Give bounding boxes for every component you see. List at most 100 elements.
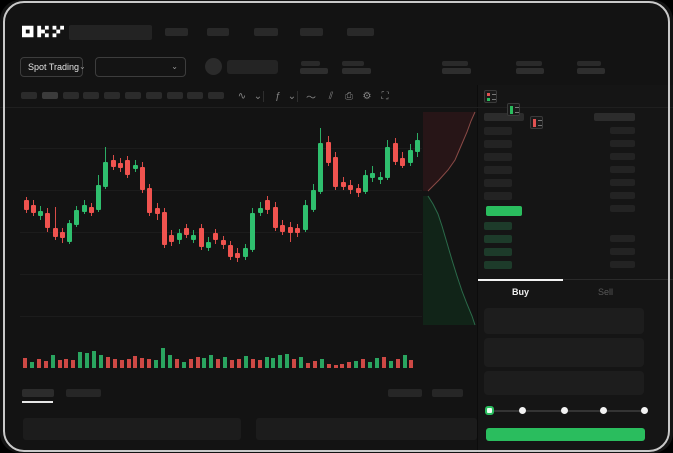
volume-bar: [154, 360, 158, 368]
volume-bar: [258, 360, 262, 368]
volume-bar: [299, 357, 303, 368]
buy-submit-button[interactable]: [486, 428, 645, 441]
nav-item-bar[interactable]: [347, 28, 374, 36]
settings-icon[interactable]: ⚙: [362, 90, 372, 102]
orderbook-view-both-icon[interactable]: [484, 90, 497, 103]
slider-stop-dot[interactable]: [600, 407, 607, 414]
volume-bar: [202, 358, 206, 368]
camera-icon[interactable]: ⎙: [345, 90, 353, 102]
ask-amount-bar: [610, 140, 635, 147]
volume-bar: [396, 359, 400, 368]
volume-bar: [120, 360, 124, 368]
candle-body: [295, 228, 300, 233]
volume-bar: [71, 360, 75, 368]
candle-body: [45, 213, 50, 228]
logo-adjacent-bar: [69, 25, 152, 40]
candle-body: [206, 242, 211, 248]
volume-bar: [271, 358, 275, 368]
volume-bar: [51, 355, 55, 368]
candle-body: [82, 205, 87, 212]
pair-selector[interactable]: ⌄: [95, 57, 186, 77]
candle-body: [147, 188, 152, 213]
ask-price-bar: [484, 153, 512, 161]
candle-body: [228, 245, 233, 257]
toolbar-bottom-divider: [0, 107, 673, 108]
panel-divider-vertical: [477, 85, 478, 453]
candle-body: [199, 228, 204, 247]
bottom-right-bar[interactable]: [432, 389, 463, 397]
candle-body: [303, 205, 308, 230]
timeframe-button[interactable]: [83, 92, 99, 99]
volume-bar: [85, 353, 89, 368]
candle-body: [400, 158, 405, 166]
bottom-right-bar[interactable]: [388, 389, 422, 397]
fullscreen-icon[interactable]: ⛶: [381, 90, 389, 102]
candle-body: [415, 140, 420, 152]
slider-stop-dot[interactable]: [561, 407, 568, 414]
orders-tab-bar[interactable]: [66, 389, 101, 397]
volume-bar: [30, 362, 34, 368]
volume-bar: [285, 354, 289, 368]
stat-value-bar: [342, 68, 371, 74]
positions-tab-bar[interactable]: [22, 389, 54, 397]
order-amount-field[interactable]: [484, 338, 644, 367]
chart-gridline: [20, 316, 422, 317]
volume-bar: [113, 359, 117, 368]
timeframe-button[interactable]: [208, 92, 224, 99]
nav-item-bar[interactable]: [300, 28, 323, 36]
timeframe-button[interactable]: [167, 92, 183, 99]
timeframe-button[interactable]: [63, 92, 79, 99]
volume-bar: [292, 359, 296, 368]
slider-stop-dot[interactable]: [519, 407, 526, 414]
market-type-selector[interactable]: Spot Trading ⌄: [20, 57, 86, 77]
timeframe-button-active[interactable]: [42, 92, 58, 99]
candle-body: [53, 228, 58, 237]
chevron-down-icon[interactable]: ⌄: [287, 90, 297, 102]
slider-track[interactable]: [490, 410, 646, 412]
indicator-icon[interactable]: ƒ: [275, 90, 281, 102]
tab-sell[interactable]: Sell: [597, 287, 613, 297]
candle-body: [221, 240, 226, 245]
order-total-field[interactable]: [484, 371, 644, 395]
avatar[interactable]: [205, 58, 222, 75]
line-style-icon[interactable]: ∿: [237, 90, 247, 102]
volume-bar: [196, 357, 200, 368]
slider-stop-dot[interactable]: [641, 407, 648, 414]
volume-bar: [64, 359, 68, 368]
drawing-tools-icon[interactable]: ⫽: [328, 90, 334, 102]
candle-body: [24, 200, 29, 210]
volume-bar: [334, 365, 338, 368]
ask-amount-bar: [610, 166, 635, 173]
timeframe-button[interactable]: [21, 92, 37, 99]
orderbook-view-asks-icon[interactable]: [530, 116, 543, 129]
ask-price-bar: [484, 140, 512, 148]
timeframe-button[interactable]: [187, 92, 203, 99]
stat-value-bar: [442, 68, 471, 74]
chart-gridline: [20, 232, 422, 233]
trendline-icon[interactable]: 〜: [306, 92, 316, 104]
slider-handle[interactable]: [485, 406, 494, 415]
candle-body: [311, 190, 316, 210]
volume-bar: [106, 357, 110, 368]
timeframe-button[interactable]: [104, 92, 120, 99]
chevron-down-icon[interactable]: ⌄: [253, 90, 263, 102]
bottom-panel: [23, 418, 241, 440]
candle-body: [378, 177, 383, 180]
candle-body: [370, 173, 375, 178]
bid-price-bar: [484, 222, 512, 230]
tab-buy[interactable]: Buy: [511, 287, 529, 297]
volume-bar: [23, 358, 27, 368]
candle-body: [333, 157, 338, 187]
volume-bar: [368, 362, 372, 368]
timeframe-button[interactable]: [146, 92, 162, 99]
orderbook-view-bids-icon[interactable]: [507, 103, 520, 116]
candle-body: [125, 160, 130, 175]
nav-item-bar[interactable]: [165, 28, 188, 36]
timeframe-button[interactable]: [125, 92, 141, 99]
candle-body: [103, 162, 108, 187]
order-price-field[interactable]: [484, 308, 644, 334]
nav-item-bar[interactable]: [207, 28, 229, 36]
nav-item-bar[interactable]: [254, 28, 278, 36]
orderbook-last-price-bar[interactable]: [486, 206, 522, 216]
active-tab-indicator: [478, 279, 563, 281]
